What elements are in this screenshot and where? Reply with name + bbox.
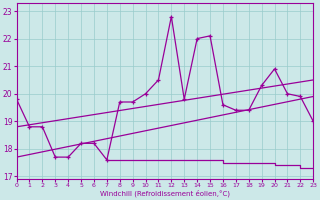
- X-axis label: Windchill (Refroidissement éolien,°C): Windchill (Refroidissement éolien,°C): [100, 190, 230, 197]
